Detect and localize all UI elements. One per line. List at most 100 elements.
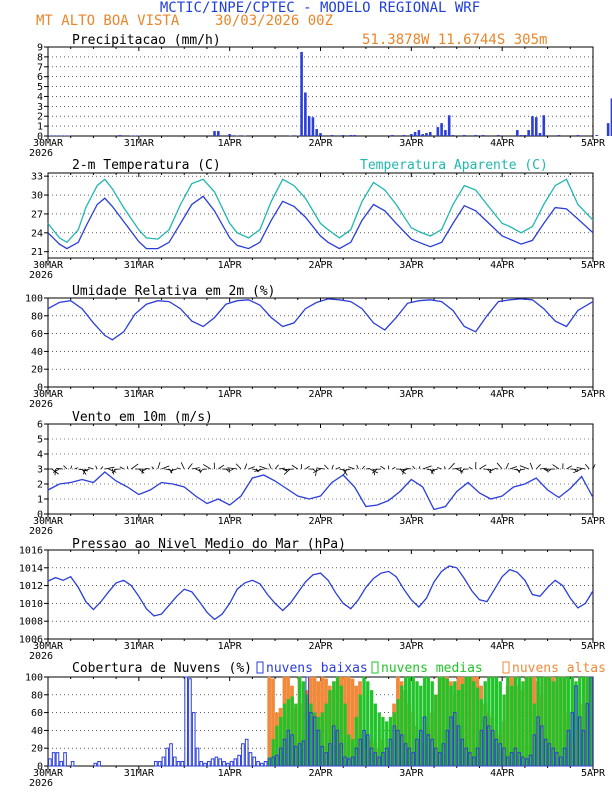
cloud-bar-low [365,734,370,767]
x-tick-label: 31MAR [124,389,155,400]
wind-barb [63,465,68,470]
wind-barb [168,468,173,474]
y-tick-label: 9 [37,43,43,54]
wind-barb [283,468,291,475]
cloud-bar-low [524,758,529,767]
precip-bar [474,135,477,136]
cloud-bar-low [244,738,249,767]
precip-bar [436,127,440,136]
precip-bar [451,135,455,136]
wind-barb [274,464,279,470]
cloud-bar-low [241,743,245,767]
wind-barb [566,465,572,470]
precip-bar [428,132,432,136]
x-tick-label: 2APR [308,516,333,527]
precip-bar [133,135,137,137]
x-tick-label: 5APR [581,641,606,652]
wind-barb [151,466,155,470]
cloud-bar-low [347,758,351,767]
precip-bar [213,131,216,136]
panel-title-wind: Vento em 10m (m/s) [72,410,213,425]
y-tick-label: 3 [37,102,43,113]
precip-bar [228,134,231,136]
panel-temp: 21 24 27 30 33 30MAR 2026 31MAR 1APR 2APR 3APR 4APR… [29,158,606,281]
wind-barb [356,464,359,470]
cloud-bar-low [403,743,408,767]
wind-barb [592,464,596,470]
x-tick-label: 5APR [581,516,606,527]
cloud-bar-low [581,729,586,767]
y-tick-label: 40 [31,726,43,737]
wind-barb [468,466,473,470]
x-tick-label: 2APR [308,768,333,779]
y-tick-label: 7 [37,62,43,73]
cloud-bar-low [286,729,291,767]
y-tick-label: 100 [25,294,43,305]
x-tick-label: 3APR [399,641,424,652]
wind-barb [227,467,238,470]
precip-bar [217,131,220,136]
cloud-bar-low [513,747,518,767]
wind-barb [95,465,98,470]
cloud-bar-mid [525,676,529,767]
cloud-bar-low [157,761,162,767]
y-tick-label: 27 [31,209,43,220]
cloud-bar-mid [528,676,533,767]
wind-barb [490,468,495,472]
precip-bar [304,92,307,136]
precip-bar [137,135,141,137]
cloud-bar-mid [506,676,510,767]
precip-bar [67,135,71,137]
precip-bar [534,117,538,136]
wind-barb [312,468,316,472]
y-tick-label: 0 [37,132,43,143]
cloud-bar-low [301,740,306,767]
wind-barb [443,466,446,470]
cloud-bar-mid [472,681,476,767]
wind-barb [141,468,147,472]
precip-bar [481,135,485,136]
wind-barb [191,467,200,470]
cloud-bar-low [460,738,465,767]
y-tick-label: 1014 [19,563,43,574]
x-tick-label: 1APR [218,516,243,527]
x-tick-label: 30MAR 2026 [29,138,64,159]
cloud-bar-low [498,743,503,767]
cloud-bar-low [97,761,101,767]
cloud-bar-low [536,716,540,767]
wind-barb [348,466,355,470]
precip-bar [595,135,599,136]
wind-barb [180,462,185,470]
cloud-bar-low [271,756,276,767]
x-tick-label: 3APR [399,260,424,271]
header-coords: 51.3878W 11.6744S 305m [362,32,547,48]
cloud-bar-low [407,747,412,767]
cloud-bar-low [275,754,279,767]
cloud-bar-low [468,752,472,767]
wind-barb [56,467,64,470]
wind-barb [268,463,272,470]
wind-barb [254,468,264,472]
cloud-bar-low [464,747,469,767]
y-tick-label: 1008 [19,617,43,628]
y-tick-label: 8 [37,52,43,63]
wind-barb [138,468,145,474]
x-tick-label: 30MAR 2026 [29,641,64,662]
cloud-bar-low [207,761,211,767]
x-tick-label: 31MAR [124,641,155,652]
wind-barb [104,466,115,470]
cloud-bar-low [358,738,363,767]
precip-bar [527,130,530,136]
legend-label-0: nuvens baixas [266,661,368,676]
wind-barb [573,468,582,474]
cloud-bar-low [339,743,344,767]
y-tick-label: 2 [37,112,43,123]
wind-barb [509,466,518,470]
cloud-bar-low [282,738,287,767]
wind-barb [505,462,509,470]
x-tick-label: 30MAR 2026 [29,768,64,789]
cloud-bar-low [354,747,359,767]
cloud-bar-low [475,747,480,767]
cloud-bar-low [55,752,60,767]
wind-barb [418,466,421,470]
